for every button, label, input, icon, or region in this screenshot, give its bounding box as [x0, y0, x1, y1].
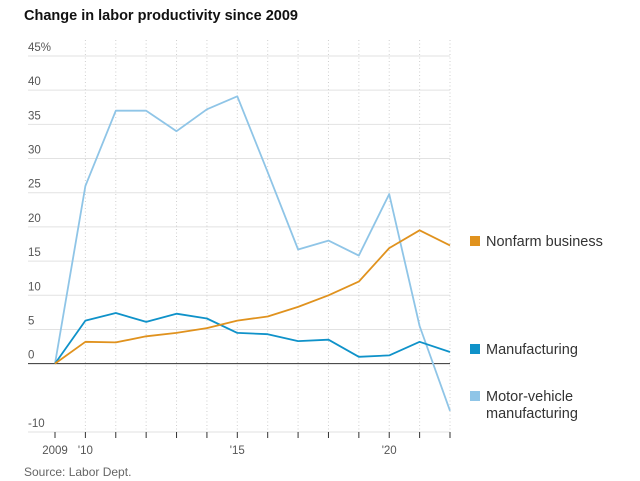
x-tick-label: '15 — [230, 445, 245, 457]
y-tick-label: 10 — [28, 281, 41, 293]
chart-title: Change in labor productivity since 2009 — [24, 8, 298, 24]
legend: Nonfarm business Manufacturing Motor-vehic… — [470, 234, 603, 422]
series-line — [54, 229, 451, 365]
x-tick-label: '20 — [382, 445, 397, 457]
legend-label: Manufacturing — [486, 342, 578, 358]
legend-label: Motor-vehicle — [486, 389, 573, 405]
legend-label: manufacturing — [486, 406, 578, 422]
y-tick-label: 20 — [28, 213, 41, 225]
y-axis-ticks: 45% 40 35 30 25 20 15 10 5 0 -10 — [28, 42, 51, 430]
y-tick-label: 40 — [28, 76, 41, 88]
x-tick-label: 2009 — [42, 445, 68, 457]
y-tick-label: 5 — [28, 315, 34, 327]
y-tick-label: 35 — [28, 110, 41, 122]
grid-lines — [28, 40, 451, 433]
x-axis-ticks: 2009 '10 '15 '20 — [42, 432, 451, 457]
x-tick-label: '10 — [78, 445, 93, 457]
series-line — [54, 312, 451, 365]
y-tick-label: 30 — [28, 145, 41, 157]
y-tick-label: 0 — [28, 350, 34, 362]
y-tick-label: 45% — [28, 42, 51, 54]
y-tick-label: -10 — [28, 418, 45, 430]
y-tick-label: 25 — [28, 179, 41, 191]
source-note: Source: Labor Dept. — [24, 465, 132, 479]
series-line — [54, 95, 451, 412]
legend-swatch — [470, 236, 480, 246]
y-tick-label: 15 — [28, 247, 41, 259]
legend-swatch — [470, 391, 480, 401]
legend-label: Nonfarm business — [486, 234, 603, 250]
legend-swatch — [470, 344, 480, 354]
series-lines — [54, 95, 451, 412]
